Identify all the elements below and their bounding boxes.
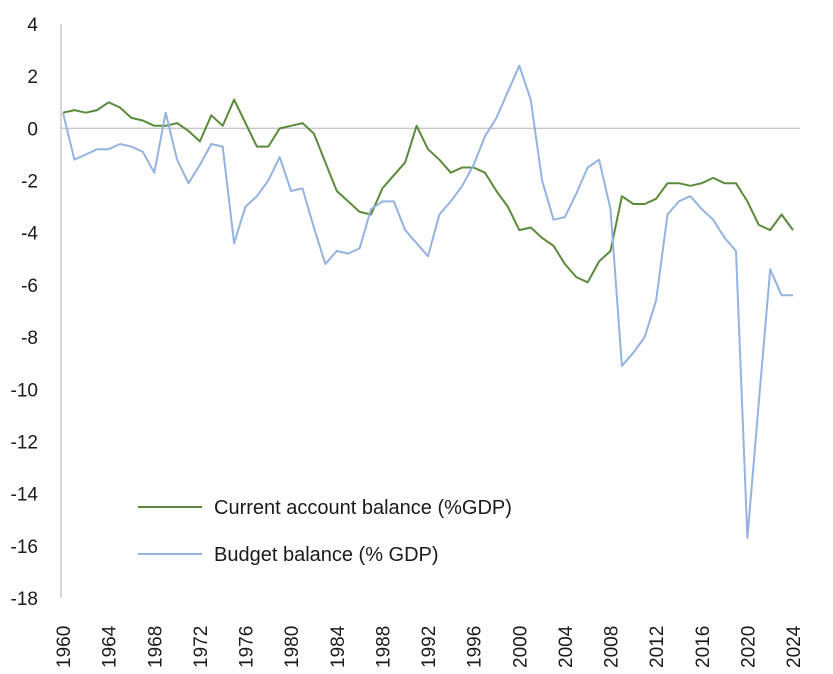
x-tick-label: 2004: [556, 625, 577, 668]
x-tick-label: 1964: [100, 625, 121, 668]
y-tick-label: -18: [11, 589, 38, 610]
x-tick-label: 1960: [54, 626, 75, 668]
x-tick-label: 1984: [328, 625, 349, 668]
y-tick-label: -10: [11, 380, 38, 401]
y-tick-label: -8: [21, 328, 38, 349]
y-tick-label: -14: [11, 485, 39, 506]
series-line-current-account: [62, 98, 794, 284]
y-tick-label: -2: [21, 172, 38, 193]
y-tick-label: -4: [21, 224, 38, 245]
x-tick-label: 1992: [419, 626, 440, 668]
x-tick-label: 2000: [510, 626, 531, 668]
y-tick-label: 4: [27, 15, 38, 36]
x-tick-label: 2016: [693, 626, 714, 668]
x-tick-label: 2024: [784, 625, 805, 668]
x-tick-label: 2008: [602, 626, 623, 668]
y-axis-ticks: 4 2 0 -2 -4 -6 -8 -10 -12 -14 -16 -18: [11, 15, 39, 610]
legend-label-budget-balance: Budget balance (% GDP): [214, 544, 439, 566]
x-tick-label: 1972: [191, 626, 212, 668]
y-tick-label: -6: [21, 276, 38, 297]
x-tick-label: 1988: [373, 626, 394, 668]
legend-label-current-account: Current account balance (%GDP): [214, 497, 512, 519]
y-tick-label: -16: [11, 537, 38, 558]
y-tick-label: 2: [27, 67, 38, 88]
x-axis-ticks: 1960 1964 1968 1972 1976 1980 1984 1988 1992 1996…: [54, 625, 805, 668]
x-tick-label: 1996: [465, 626, 486, 668]
legend: Current account balance (%GDP) Budget ba…: [138, 497, 512, 566]
series-line-budget-balance: [62, 64, 793, 539]
x-tick-label: 2012: [647, 626, 668, 668]
series-lines: [62, 64, 794, 539]
x-tick-label: 1980: [282, 626, 303, 668]
x-tick-label: 1976: [237, 626, 258, 668]
y-tick-label: -12: [11, 432, 38, 453]
x-tick-label: 2020: [738, 626, 759, 668]
y-tick-label: 0: [27, 119, 38, 140]
x-tick-label: 1968: [145, 626, 166, 668]
